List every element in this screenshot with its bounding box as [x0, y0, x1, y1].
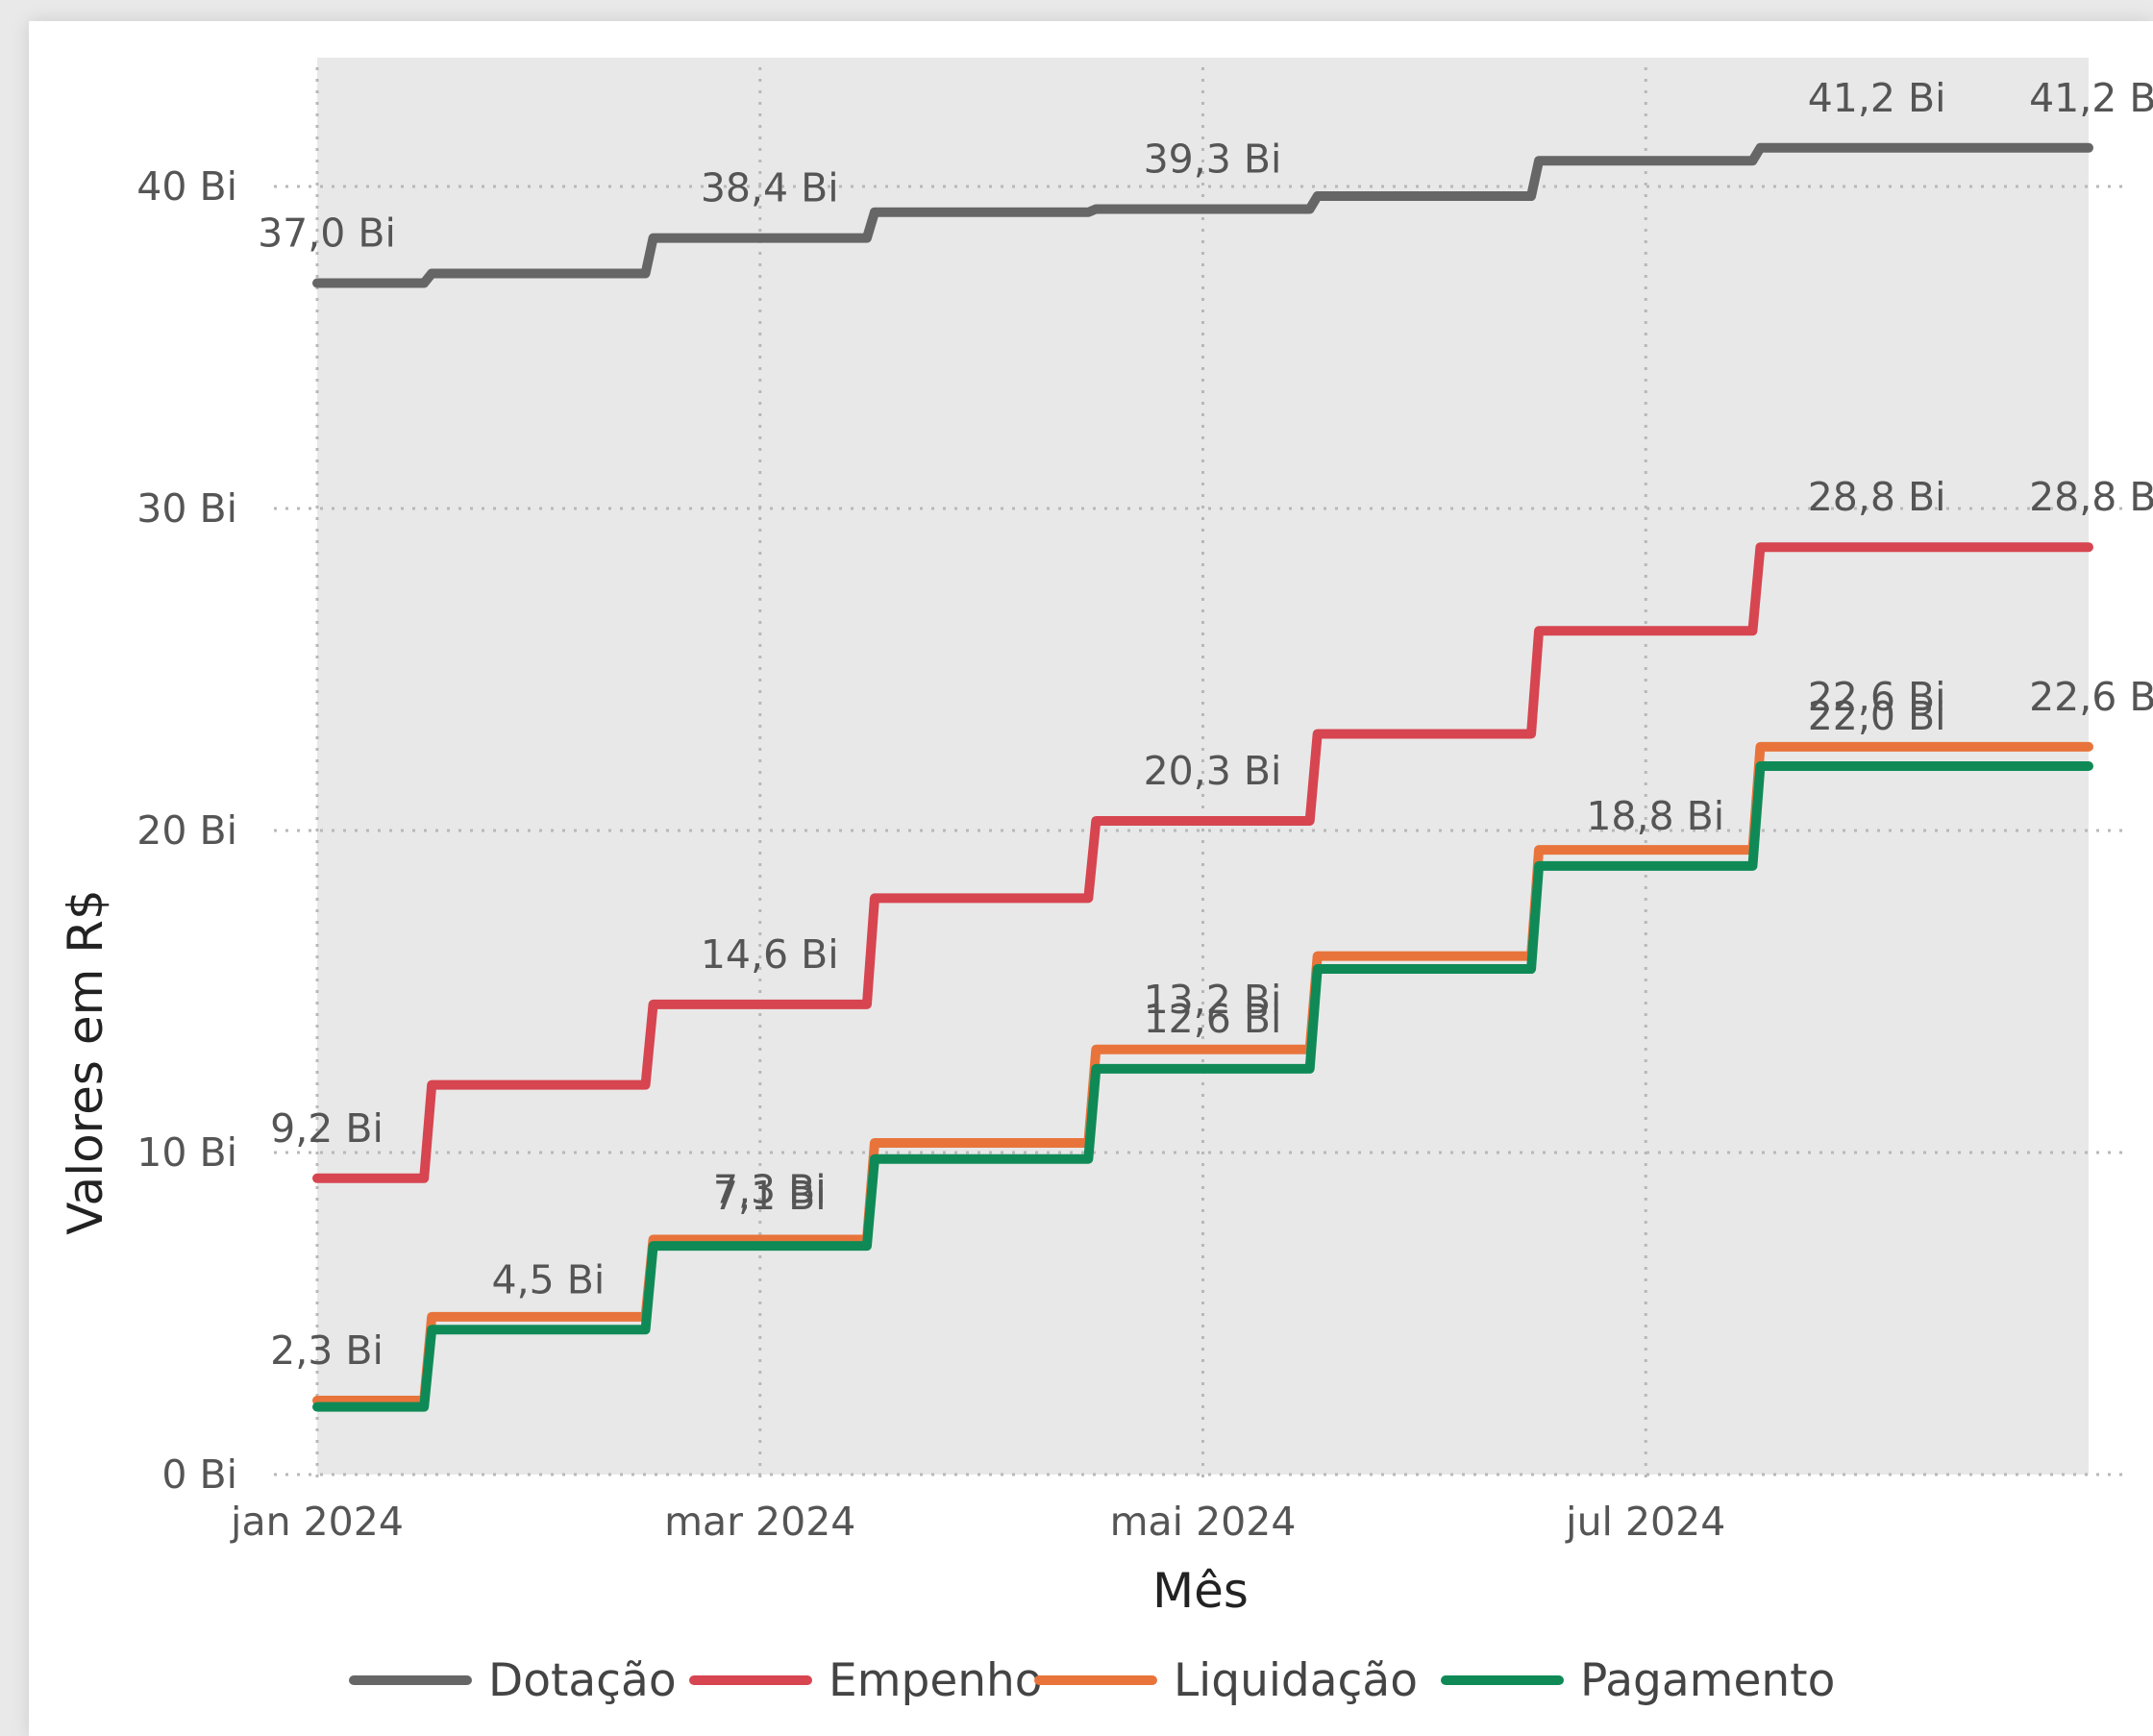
legend-item-1: Empenho — [689, 1654, 1043, 1707]
series-lines — [312, 142, 2093, 1412]
data-label: 7,1 Bi — [713, 1173, 827, 1219]
legend: Dotação Empenho Liquidação Pagamento — [349, 1654, 1835, 1707]
y-tick-label: 10 Bi — [136, 1129, 237, 1176]
data-label: 41,2 Bi — [1808, 75, 1946, 121]
data-label: 38,4 Bi — [701, 165, 839, 211]
data-label: 28,8 Bi — [2029, 474, 2153, 520]
data-label: 20,3 Bi — [1144, 748, 1282, 794]
legend-label: Liquidação — [1174, 1654, 1418, 1707]
y-axis-title: Valores em R$ — [58, 889, 113, 1235]
data-label: 9,2 Bi — [270, 1105, 384, 1152]
data-label: 22,6 Bi — [1808, 674, 1946, 720]
data-label: 41,2 Bi — [2029, 75, 2153, 121]
data-label: 2,3 Bi — [270, 1327, 384, 1374]
legend-item-3: Pagamento — [1441, 1654, 1835, 1707]
data-label: 22,0 Bi — [1808, 693, 1946, 739]
legend-label: Dotação — [488, 1654, 677, 1707]
data-label: 22,6 Bi — [2029, 674, 2153, 720]
data-label: 13,2 Bi — [1144, 977, 1282, 1023]
x-tick-label: jan 2024 — [230, 1499, 404, 1545]
data-label: 37,0 Bi — [258, 211, 396, 257]
y-tick-label: 40 Bi — [136, 163, 237, 210]
series-line-1 — [312, 542, 2093, 1183]
y-axis-ticks: 0 Bi 10 Bi 20 Bi 30 Bi 40 Bi — [136, 163, 237, 1498]
data-label: 12,6 Bi — [1144, 996, 1282, 1042]
y-tick-label: 20 Bi — [136, 807, 237, 854]
x-axis-ticks: jan 2024 mar 2024 mai 2024 jul 2024 — [230, 1499, 1725, 1545]
x-tick-label: jul 2024 — [1565, 1499, 1725, 1545]
data-label: 4,5 Bi — [491, 1256, 605, 1302]
legend-item-0: Dotação — [349, 1654, 677, 1707]
y-tick-label: 30 Bi — [136, 485, 237, 532]
x-tick-label: mar 2024 — [664, 1499, 855, 1545]
series-line-3 — [312, 761, 2093, 1412]
data-label: 14,6 Bi — [701, 931, 839, 978]
x-tick-label: mai 2024 — [1110, 1499, 1297, 1545]
series-line-0 — [312, 142, 2093, 288]
data-label: 7,3 Bi — [713, 1166, 827, 1212]
data-labels: 37,0 Bi 38,4 Bi 39,3 Bi 41,2 Bi 41,2 Bi 9,2 B… — [258, 75, 2153, 1374]
legend-label: Pagamento — [1580, 1654, 1835, 1707]
y-tick-label: 0 Bi — [161, 1451, 237, 1498]
legend-label: Empenho — [829, 1654, 1043, 1707]
legend-item-2: Liquidação — [1034, 1654, 1418, 1707]
data-label: 39,3 Bi — [1144, 136, 1282, 182]
data-label: 28,8 Bi — [1808, 474, 1946, 520]
x-axis-title: Mês — [1152, 1563, 1249, 1619]
data-label: 18,8 Bi — [1586, 793, 1724, 839]
